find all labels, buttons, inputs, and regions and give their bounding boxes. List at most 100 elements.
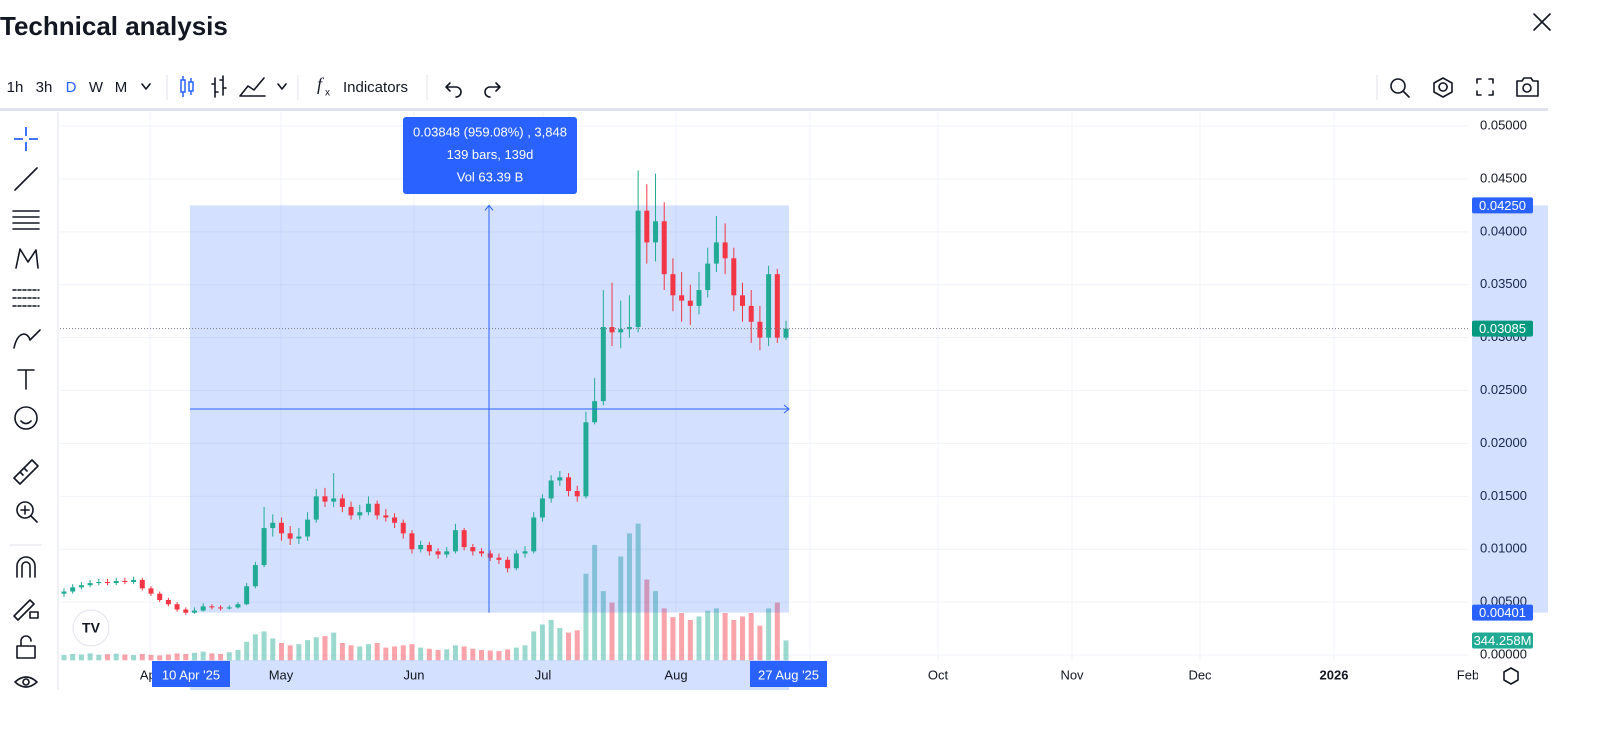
- candle-body: [148, 588, 154, 594]
- volume-bar: [452, 645, 458, 661]
- volume-bar: [522, 645, 528, 661]
- undo[interactable]: [445, 82, 462, 98]
- candle-body: [70, 587, 76, 592]
- y-tick-label: 0.01500: [1480, 488, 1527, 503]
- overlay: 0.03848 (959.08%) , 3,848 139 bars, 139d V…: [60, 117, 1468, 613]
- interval-button[interactable]: W: [89, 79, 104, 96]
- interval-button[interactable]: M: [115, 79, 128, 96]
- candle-body: [626, 327, 632, 330]
- candle-body: [444, 551, 450, 555]
- interval-button[interactable]: 3h: [36, 79, 53, 96]
- zoom-tool[interactable]: [16, 501, 38, 523]
- candle-body: [392, 517, 398, 523]
- volume-bar: [339, 642, 345, 661]
- price-tag: [1472, 320, 1533, 337]
- area-icon[interactable]: [239, 77, 266, 97]
- brush-tool[interactable]: [13, 329, 41, 349]
- crosshair-tool[interactable]: [14, 127, 38, 151]
- candle-body: [452, 530, 458, 552]
- volume-bar: [574, 630, 580, 661]
- y-tick-label: 0.00000: [1480, 646, 1527, 661]
- indicators-button[interactable]: Indicators: [343, 79, 408, 96]
- search-icon[interactable]: [1390, 78, 1410, 98]
- volume-bar: [470, 648, 476, 661]
- measure-text: 0.03848 (959.08%) , 3,848: [413, 124, 567, 139]
- volume-bar: [365, 644, 371, 661]
- candle-body: [122, 580, 128, 583]
- candle-body: [748, 305, 754, 322]
- candle-body: [183, 609, 189, 613]
- visibility-tool[interactable]: [14, 676, 38, 688]
- candles-icon[interactable]: [180, 76, 194, 97]
- drawing-toolbar: [10, 127, 42, 688]
- toolbar-divider: [0, 108, 1548, 111]
- ruler-tool[interactable]: [13, 459, 39, 485]
- fullscreen-icon[interactable]: [1476, 78, 1494, 96]
- screenshot-icon[interactable]: [1516, 77, 1539, 97]
- magnet-tool[interactable]: [16, 556, 36, 578]
- y-tick-label: 0.04500: [1480, 170, 1527, 185]
- prediction-tool[interactable]: [12, 289, 40, 307]
- fx-icon[interactable]: x: [325, 88, 330, 99]
- volume-bar: [392, 646, 398, 661]
- candle-body: [670, 274, 676, 296]
- time-highlight: [190, 660, 789, 690]
- fib-tool[interactable]: [12, 210, 40, 230]
- volume-bar: [157, 655, 163, 661]
- interval-button[interactable]: 1h: [7, 79, 24, 96]
- candle-body: [470, 547, 476, 552]
- pattern-tool[interactable]: [15, 248, 39, 269]
- measure-tooltip: [403, 117, 577, 194]
- date-tag: [750, 661, 827, 687]
- candle-body: [487, 553, 493, 558]
- candle-body: [592, 401, 598, 423]
- candle-body: [583, 422, 589, 497]
- volume-bar: [374, 642, 380, 661]
- lock-draw-tool[interactable]: [13, 599, 39, 621]
- candle-body: [740, 295, 746, 306]
- candle-body: [191, 610, 197, 613]
- trend-line-tool[interactable]: [14, 167, 38, 191]
- volume-bar: [183, 653, 189, 661]
- x-tick-label: Jun: [404, 667, 425, 682]
- candle-body: [461, 530, 467, 548]
- interval-button[interactable]: D: [66, 79, 77, 96]
- candle-body: [348, 506, 354, 516]
- volume-bar: [331, 632, 337, 661]
- candle-body: [339, 498, 345, 507]
- close-button[interactable]: [1533, 13, 1551, 31]
- y-tick-label: 0.03500: [1480, 276, 1527, 291]
- fx-icon[interactable]: f: [317, 74, 325, 94]
- candle-body: [383, 515, 389, 518]
- candle-body: [357, 512, 363, 516]
- candle-body: [713, 242, 719, 264]
- chart-type-menu[interactable]: [277, 83, 287, 90]
- text-tool[interactable]: [17, 369, 35, 390]
- volume-bar: [705, 610, 711, 661]
- volume-bar: [357, 646, 363, 661]
- price-tag: [1472, 197, 1533, 214]
- volume-bar: [687, 619, 693, 661]
- candle-body: [505, 559, 511, 569]
- volume-bar: [696, 616, 702, 661]
- grid: 0.050000.045000.040000.035000.030000.025…: [60, 112, 1527, 661]
- axis-settings[interactable]: [1503, 667, 1519, 685]
- volume-bar: [774, 602, 780, 661]
- volume-bar: [70, 653, 76, 661]
- volume-bar: [713, 608, 719, 661]
- x-tick-label: 2026: [1320, 667, 1349, 682]
- candle-body: [548, 480, 554, 499]
- candle-body: [574, 491, 580, 497]
- emoji-tool[interactable]: [14, 406, 38, 430]
- lock-tool[interactable]: [16, 635, 36, 659]
- interval-menu[interactable]: [141, 83, 151, 90]
- volume-bar: [513, 647, 519, 661]
- bars-icon[interactable]: [211, 75, 227, 98]
- candle-body: [566, 477, 572, 492]
- settings-icon[interactable]: [1433, 77, 1453, 98]
- candle-body: [78, 585, 84, 588]
- candle-body: [687, 300, 693, 306]
- candle-body: [113, 580, 119, 584]
- redo[interactable]: [484, 82, 501, 98]
- candle-body: [609, 327, 615, 333]
